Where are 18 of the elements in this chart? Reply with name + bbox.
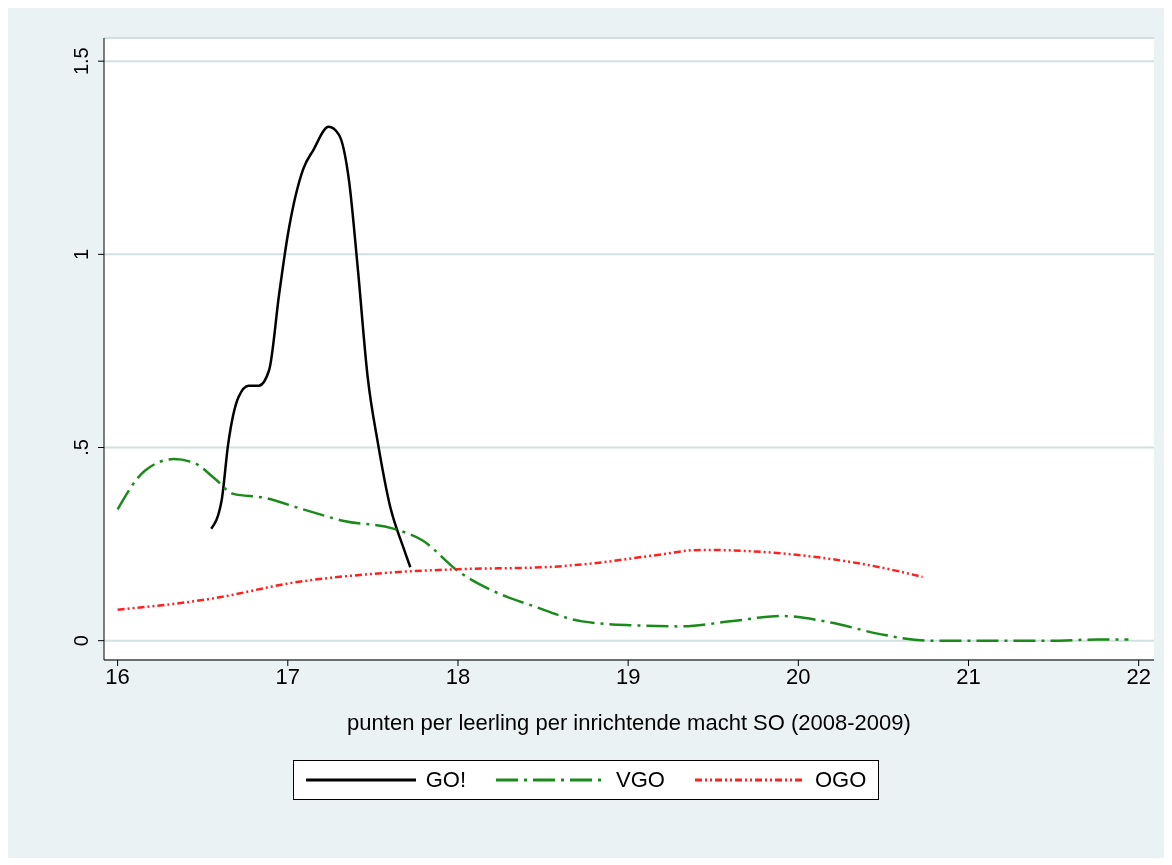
y-tick-label: 0: [70, 635, 92, 647]
legend-label: OGO: [814, 767, 867, 793]
x-tick-label: 21: [956, 663, 981, 689]
x-axis-title: punten per leerling per inrichtende macht SO (2008-2009): [347, 710, 911, 735]
y-tick-label: .5: [70, 439, 92, 456]
y-tick-label: 1: [70, 248, 92, 260]
x-tick-label: 18: [445, 663, 471, 689]
x-tick-label: 20: [786, 663, 811, 689]
line-series: [209, 125, 412, 569]
x-tick-label: 17: [275, 663, 301, 689]
legend-label: GO!: [425, 767, 467, 793]
y-tick-label: 1.5: [70, 47, 92, 76]
x-tick-label: 16: [105, 663, 130, 689]
line-series: [116, 548, 924, 612]
x-tick-label: 22: [1126, 663, 1151, 689]
legend-label: VGO: [616, 767, 665, 793]
line-series: [116, 457, 1130, 642]
x-tick-label: 19: [615, 663, 641, 689]
